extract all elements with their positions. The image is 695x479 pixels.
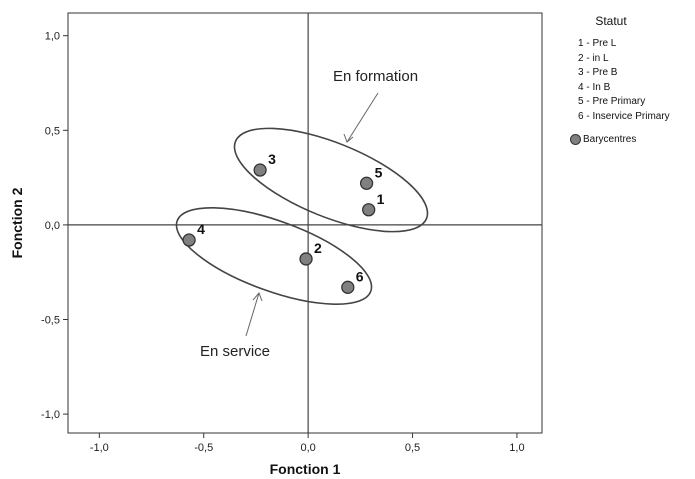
y-axis-ticks: -1,0 -0,5 0,0 0,5 1,0 (41, 31, 68, 421)
barycentre-point-5 (359, 176, 374, 190)
point-label-2: 2 (314, 240, 322, 256)
legend-marker-row: Barycentres (570, 134, 695, 145)
point-label-4: 4 (197, 221, 205, 237)
legend-marker-label: Barycentres (583, 134, 637, 145)
barycentre-point-6 (341, 280, 355, 294)
x-tick-label: -0,5 (194, 442, 213, 454)
group-ellipse-en-formation (233, 127, 429, 233)
arrow-en-formation (343, 92, 379, 143)
y-tick-label: 1,0 (45, 31, 60, 43)
arrow-en-service (245, 292, 263, 337)
barycentre-point-3 (253, 163, 267, 177)
barycentre-marker-icon (570, 134, 581, 145)
point-label-3: 3 (268, 151, 276, 167)
legend-item: 3 - Pre B (578, 67, 618, 78)
barycentre-point-4 (182, 233, 196, 247)
point-label-6: 6 (356, 268, 364, 284)
x-tick-label: 0,0 (300, 442, 315, 454)
legend-title: Statut (595, 14, 627, 28)
y-axis-title: Fonction 2 (9, 187, 25, 258)
legend-item: 5 - Pre Primary (578, 96, 646, 107)
y-tick-label: 0,0 (45, 220, 60, 232)
x-tick-label: 1,0 (509, 442, 524, 454)
group-ellipse-en-service (175, 207, 373, 305)
legend-item: 6 - Inservice Primary (578, 110, 670, 122)
legend-item: 2 - in L (578, 52, 609, 64)
plot-frame (67, 12, 543, 434)
y-tick-label: -1,0 (41, 409, 60, 421)
point-label-5: 5 (375, 164, 383, 180)
group-label-en-service: En service (200, 343, 270, 360)
reference-lines (68, 13, 542, 433)
point-label-1: 1 (377, 191, 385, 207)
barycentre-points: 1 2 3 4 5 6 (182, 151, 385, 294)
legend-item: 1 - Pre L (578, 38, 617, 49)
x-tick-label: -1,0 (90, 442, 109, 454)
barycentre-point-1 (362, 203, 376, 217)
group-label-en-formation: En formation (333, 68, 418, 85)
legend-item: 4 - In B (578, 81, 611, 93)
x-tick-label: 0,5 (405, 442, 420, 454)
y-tick-label: -0,5 (41, 314, 60, 326)
x-axis-ticks: -1,0 -0,5 0,0 0,5 1,0 (90, 433, 525, 454)
x-axis-title: Fonction 1 (270, 461, 341, 477)
barycentre-point-2 (299, 252, 313, 266)
legend: Statut 1 - Pre L 2 - in L 3 - Pre B 4 - … (570, 14, 695, 145)
y-tick-label: 0,5 (45, 125, 60, 137)
